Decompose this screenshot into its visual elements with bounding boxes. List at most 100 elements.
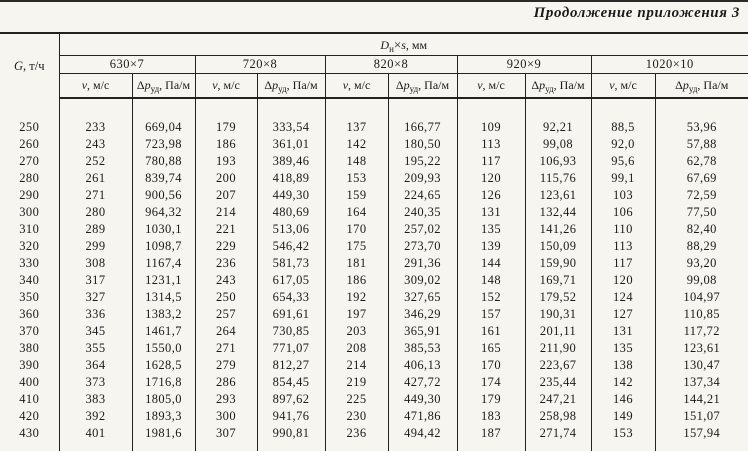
value-cell: 1167,4 bbox=[131, 255, 195, 272]
value-cell: 1716,8 bbox=[131, 374, 195, 391]
value-cell: 183 bbox=[456, 408, 525, 425]
spacer-cell bbox=[58, 98, 132, 119]
velocity-symbol: v bbox=[477, 78, 483, 92]
pressure-subscript: уд bbox=[278, 84, 287, 94]
col-header-pressure-drop: Δpуд, Па/м bbox=[524, 73, 591, 99]
value-cell: 132,44 bbox=[524, 204, 591, 221]
value-cell: 124 bbox=[590, 289, 655, 306]
diameter-symbol: D bbox=[380, 37, 390, 52]
value-cell: 157,94 bbox=[654, 425, 748, 442]
value-cell: 153 bbox=[324, 170, 388, 187]
table-row: 340 317 1231,1 243 617,05 186 309,02 148 169,71 1… bbox=[0, 272, 748, 289]
spacer-cell bbox=[524, 442, 591, 451]
value-cell: 236 bbox=[324, 425, 388, 442]
value-cell: 197 bbox=[324, 306, 388, 323]
table-row: 310 289 1030,1 221 513,06 170 257,02 135 141,26 1… bbox=[0, 221, 748, 238]
flow-rate-cell: 370 bbox=[19, 324, 40, 338]
table-row: 290 271 900,56 207 449,30 159 224,65 126 123,61 1… bbox=[0, 187, 748, 204]
table-row: 420 392 1893,3 300 941,76 230 471,86 183 258,98 1… bbox=[0, 408, 748, 425]
spacer-cell bbox=[131, 98, 195, 119]
value-cell: 691,61 bbox=[256, 306, 325, 323]
value-cell: 193 bbox=[194, 153, 257, 170]
flow-rate-cell: 330 bbox=[19, 256, 40, 270]
value-cell: 109 bbox=[456, 119, 525, 136]
value-cell: 1805,0 bbox=[131, 391, 195, 408]
value-cell: 117,72 bbox=[654, 323, 748, 340]
value-cell: 211,90 bbox=[524, 340, 591, 357]
value-cell: 219 bbox=[324, 374, 388, 391]
value-cell: 401 bbox=[58, 425, 132, 442]
spacer-cell bbox=[0, 98, 59, 119]
value-cell: 150,09 bbox=[524, 238, 591, 255]
delta-symbol: Δ bbox=[395, 78, 404, 92]
value-cell: 480,69 bbox=[256, 204, 325, 221]
value-cell: 166,77 bbox=[387, 119, 457, 136]
table-row: 260 243 723,98 186 361,01 142 180,50 113 99,08 92… bbox=[0, 136, 748, 153]
value-cell: 186 bbox=[194, 136, 257, 153]
value-cell: 383 bbox=[58, 391, 132, 408]
value-cell: 106 bbox=[590, 204, 655, 221]
value-cell: 264 bbox=[194, 323, 257, 340]
value-cell: 126 bbox=[456, 187, 525, 204]
flow-rate-cell: 340 bbox=[19, 273, 40, 287]
value-cell: 780,88 bbox=[131, 153, 195, 170]
value-cell: 67,69 bbox=[654, 170, 748, 187]
flow-rate-cell: 320 bbox=[19, 239, 40, 253]
velocity-unit: , м/с bbox=[614, 78, 637, 92]
col-group-size-2: 820×8 bbox=[324, 55, 457, 74]
multiply-sign: × bbox=[393, 36, 402, 52]
value-cell: 53,96 bbox=[654, 119, 748, 136]
diameter-unit: , мм bbox=[405, 37, 428, 52]
flow-rate-cell: 400 bbox=[19, 375, 40, 389]
value-cell: 229 bbox=[194, 238, 257, 255]
table-row: 350 327 1314,5 250 654,33 192 327,65 152 179,52 1… bbox=[0, 289, 748, 306]
value-cell: 139 bbox=[456, 238, 525, 255]
table-row: 380 355 1550,0 271 771,07 208 385,53 165 211,90 1… bbox=[0, 340, 748, 357]
value-cell: 243 bbox=[58, 136, 132, 153]
value-cell: 449,30 bbox=[387, 391, 457, 408]
flow-rate-symbol: G bbox=[13, 58, 24, 73]
value-cell: 157 bbox=[456, 306, 525, 323]
value-cell: 149 bbox=[590, 408, 655, 425]
value-cell: 1314,5 bbox=[131, 289, 195, 306]
pressure-subscript: уд bbox=[150, 84, 160, 94]
table-row: 360 336 1383,2 257 691,61 197 346,29 157 190,31 1… bbox=[0, 306, 748, 323]
value-cell: 57,88 bbox=[654, 136, 748, 153]
value-cell: 336 bbox=[58, 306, 132, 323]
value-cell: 257 bbox=[194, 306, 257, 323]
value-cell: 364 bbox=[58, 357, 132, 374]
value-cell: 165 bbox=[456, 340, 525, 357]
flow-rate-cell: 360 bbox=[19, 307, 40, 321]
table-row: 250 233 669,04 179 333,54 137 166,77 109 92,21 88… bbox=[0, 119, 748, 136]
value-cell: 225 bbox=[324, 391, 388, 408]
value-cell: 201,11 bbox=[524, 323, 591, 340]
flow-rate-cell: 390 bbox=[19, 358, 40, 372]
value-cell: 159 bbox=[324, 187, 388, 204]
thickness-symbol: s bbox=[401, 37, 406, 52]
flow-rate-cell: 300 bbox=[19, 205, 40, 219]
value-cell: 240,35 bbox=[387, 204, 457, 221]
pressure-symbol: p bbox=[539, 78, 546, 92]
spacer-cell bbox=[0, 442, 59, 451]
value-cell: 179 bbox=[456, 391, 525, 408]
header-gap-row bbox=[0, 98, 748, 119]
value-cell: 72,59 bbox=[654, 187, 748, 204]
value-cell: 203 bbox=[324, 323, 388, 340]
diameter-header-row: G, т/ч Dн×s, мм bbox=[0, 33, 748, 98]
value-cell: 123,61 bbox=[524, 187, 591, 204]
table-head: G, т/ч Dн×s, мм 630×7 720×8 820×8 920×9 1020… bbox=[0, 33, 748, 99]
value-cell: 141,26 bbox=[524, 221, 591, 238]
table-body: 250 233 669,04 179 333,54 137 166,77 109 92,21 88… bbox=[0, 98, 748, 451]
value-cell: 1383,2 bbox=[131, 306, 195, 323]
value-cell: 175 bbox=[324, 238, 388, 255]
table-row: 400 373 1716,8 286 854,45 219 427,72 174 235,44 1… bbox=[0, 374, 748, 391]
value-cell: 120 bbox=[590, 272, 655, 289]
value-cell: 327,65 bbox=[387, 289, 457, 306]
value-cell: 1550,0 bbox=[131, 340, 195, 357]
value-cell: 113 bbox=[456, 136, 525, 153]
pressure-unit: , Па/м bbox=[553, 78, 585, 92]
value-cell: 186 bbox=[324, 272, 388, 289]
value-cell: 92,21 bbox=[524, 119, 591, 136]
value-cell: 418,89 bbox=[256, 170, 325, 187]
value-cell: 138 bbox=[590, 357, 655, 374]
